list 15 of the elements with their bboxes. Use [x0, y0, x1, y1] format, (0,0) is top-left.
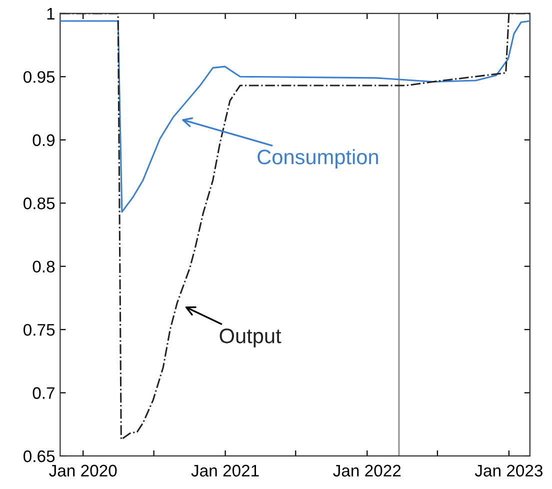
y-tick-label: 0.75 — [24, 324, 55, 336]
y-tick-label: 0.9 — [32, 134, 55, 146]
y-tick-label: 1 — [47, 8, 54, 20]
text: Output — [220, 328, 282, 348]
line-series — [60, 20, 530, 213]
x-tick-label: Jan 2023 — [474, 464, 542, 477]
x-tick-label: Jan 2021 — [191, 464, 259, 477]
y-tick-label: 0.65 — [24, 450, 55, 462]
x-tick-label: Jan 2022 — [333, 464, 401, 477]
y-tick-label: 0.7 — [32, 387, 54, 399]
y-tick-label: 0.95 — [24, 71, 55, 83]
text: Consumption — [258, 149, 378, 169]
y-tick-label: 0.8 — [32, 260, 55, 273]
y-tick-label: 0.85 — [24, 198, 55, 210]
x-tick-label: Jan 2020 — [49, 464, 117, 477]
